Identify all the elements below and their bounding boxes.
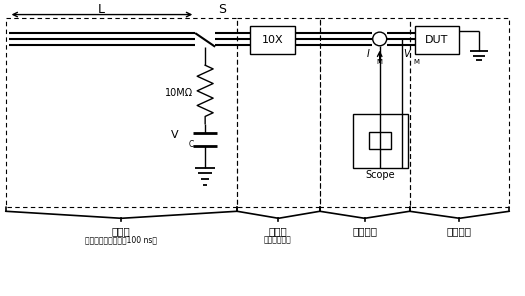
Text: V: V (404, 49, 410, 59)
Text: 10X: 10X (261, 35, 284, 45)
Bar (353, 114, 407, 168)
Text: （反射减少）: （反射减少） (264, 236, 292, 245)
Text: L: L (98, 3, 105, 15)
Text: 10MΩ: 10MΩ (165, 88, 193, 98)
Text: S: S (218, 3, 226, 15)
Text: M: M (377, 59, 383, 65)
Bar (415, 26, 459, 54)
Text: 脉冲源: 脉冲源 (112, 226, 131, 236)
Text: V: V (171, 131, 178, 140)
Bar (250, 26, 295, 54)
Text: （脉冲宽度典型值为100 ns）: （脉冲宽度典型值为100 ns） (86, 236, 158, 245)
Bar (369, 131, 391, 149)
Text: 脉冲捕获: 脉冲捕获 (352, 226, 377, 236)
Text: DUT: DUT (425, 35, 449, 45)
Text: Scope: Scope (365, 170, 394, 180)
Text: I: I (367, 49, 370, 59)
Text: M: M (414, 59, 419, 65)
Text: 待测器件: 待测器件 (447, 226, 472, 236)
Text: 衰减器: 衰减器 (269, 226, 287, 236)
Text: C: C (188, 140, 193, 149)
